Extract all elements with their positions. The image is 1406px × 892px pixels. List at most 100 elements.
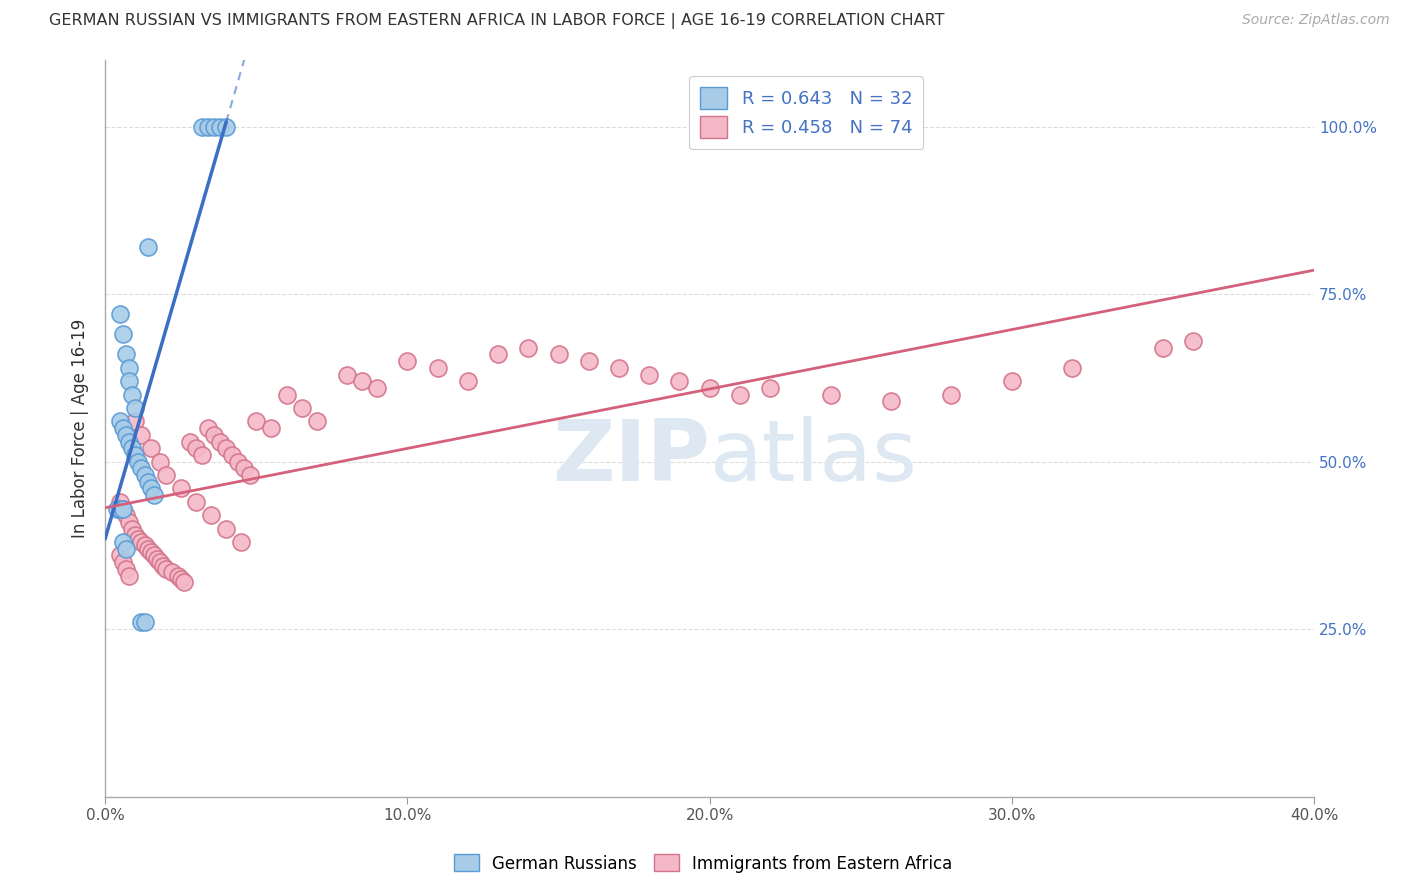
Point bbox=[110, 414, 132, 428]
Point bbox=[202, 120, 225, 134]
Point bbox=[728, 387, 751, 401]
Point bbox=[457, 374, 479, 388]
Point bbox=[112, 501, 135, 516]
Point bbox=[136, 475, 159, 489]
Point bbox=[131, 427, 153, 442]
Point bbox=[1182, 334, 1205, 348]
Point bbox=[110, 501, 132, 516]
Y-axis label: In Labor Force | Age 16-19: In Labor Force | Age 16-19 bbox=[72, 318, 89, 538]
Point bbox=[396, 354, 419, 368]
Point bbox=[200, 508, 222, 523]
Point bbox=[880, 394, 903, 409]
Point bbox=[221, 448, 243, 462]
Point bbox=[134, 538, 156, 552]
Point bbox=[115, 508, 138, 523]
Point bbox=[607, 360, 630, 375]
Point bbox=[136, 240, 159, 254]
Point bbox=[170, 482, 193, 496]
Point bbox=[668, 374, 690, 388]
Point bbox=[215, 442, 238, 456]
Point bbox=[1001, 374, 1024, 388]
Point bbox=[118, 515, 141, 529]
Point bbox=[547, 347, 569, 361]
Point bbox=[115, 427, 138, 442]
Point bbox=[121, 442, 143, 456]
Point bbox=[166, 568, 188, 582]
Point bbox=[118, 360, 141, 375]
Point bbox=[941, 387, 963, 401]
Point bbox=[145, 551, 167, 566]
Text: Source: ZipAtlas.com: Source: ZipAtlas.com bbox=[1241, 13, 1389, 28]
Point bbox=[638, 368, 661, 382]
Text: ZIP: ZIP bbox=[553, 417, 710, 500]
Point bbox=[1062, 360, 1084, 375]
Point bbox=[139, 545, 162, 559]
Point bbox=[578, 354, 600, 368]
Point bbox=[149, 455, 172, 469]
Point bbox=[1152, 341, 1174, 355]
Point bbox=[115, 562, 138, 576]
Point bbox=[127, 532, 149, 546]
Point bbox=[517, 341, 540, 355]
Point bbox=[142, 488, 165, 502]
Point bbox=[215, 120, 238, 134]
Point bbox=[115, 541, 138, 556]
Point bbox=[131, 535, 153, 549]
Point bbox=[239, 468, 262, 483]
Point bbox=[197, 120, 219, 134]
Point bbox=[233, 461, 256, 475]
Point bbox=[209, 120, 232, 134]
Point bbox=[124, 528, 146, 542]
Point bbox=[110, 307, 132, 321]
Point bbox=[118, 434, 141, 449]
Point bbox=[155, 468, 177, 483]
Point bbox=[170, 572, 193, 586]
Point bbox=[139, 442, 162, 456]
Point bbox=[115, 347, 138, 361]
Point bbox=[124, 448, 146, 462]
Legend: R = 0.643   N = 32, R = 0.458   N = 74: R = 0.643 N = 32, R = 0.458 N = 74 bbox=[689, 76, 924, 149]
Point bbox=[215, 522, 238, 536]
Point bbox=[173, 575, 195, 590]
Point bbox=[152, 558, 174, 573]
Point bbox=[191, 120, 214, 134]
Point bbox=[179, 434, 201, 449]
Legend: German Russians, Immigrants from Eastern Africa: German Russians, Immigrants from Eastern… bbox=[447, 847, 959, 880]
Point bbox=[160, 565, 183, 579]
Text: GERMAN RUSSIAN VS IMMIGRANTS FROM EASTERN AFRICA IN LABOR FORCE | AGE 16-19 CORR: GERMAN RUSSIAN VS IMMIGRANTS FROM EASTER… bbox=[49, 13, 945, 29]
Point bbox=[149, 555, 172, 569]
Point bbox=[127, 455, 149, 469]
Point bbox=[124, 401, 146, 415]
Point bbox=[191, 448, 214, 462]
Text: atlas: atlas bbox=[710, 417, 918, 500]
Point bbox=[112, 327, 135, 342]
Point bbox=[184, 442, 207, 456]
Point bbox=[352, 374, 374, 388]
Point bbox=[110, 549, 132, 563]
Point bbox=[759, 381, 782, 395]
Point bbox=[112, 535, 135, 549]
Point bbox=[305, 414, 328, 428]
Point bbox=[197, 421, 219, 435]
Point bbox=[336, 368, 359, 382]
Point bbox=[209, 434, 232, 449]
Point bbox=[121, 387, 143, 401]
Point bbox=[155, 562, 177, 576]
Point bbox=[226, 455, 249, 469]
Point bbox=[134, 615, 156, 630]
Point bbox=[124, 414, 146, 428]
Point bbox=[134, 468, 156, 483]
Point bbox=[112, 555, 135, 569]
Point bbox=[231, 535, 253, 549]
Point bbox=[139, 482, 162, 496]
Point bbox=[131, 615, 153, 630]
Point bbox=[142, 549, 165, 563]
Point bbox=[131, 461, 153, 475]
Point bbox=[202, 427, 225, 442]
Point bbox=[105, 501, 128, 516]
Point bbox=[118, 374, 141, 388]
Point bbox=[136, 541, 159, 556]
Point bbox=[110, 495, 132, 509]
Point bbox=[276, 387, 298, 401]
Point bbox=[112, 501, 135, 516]
